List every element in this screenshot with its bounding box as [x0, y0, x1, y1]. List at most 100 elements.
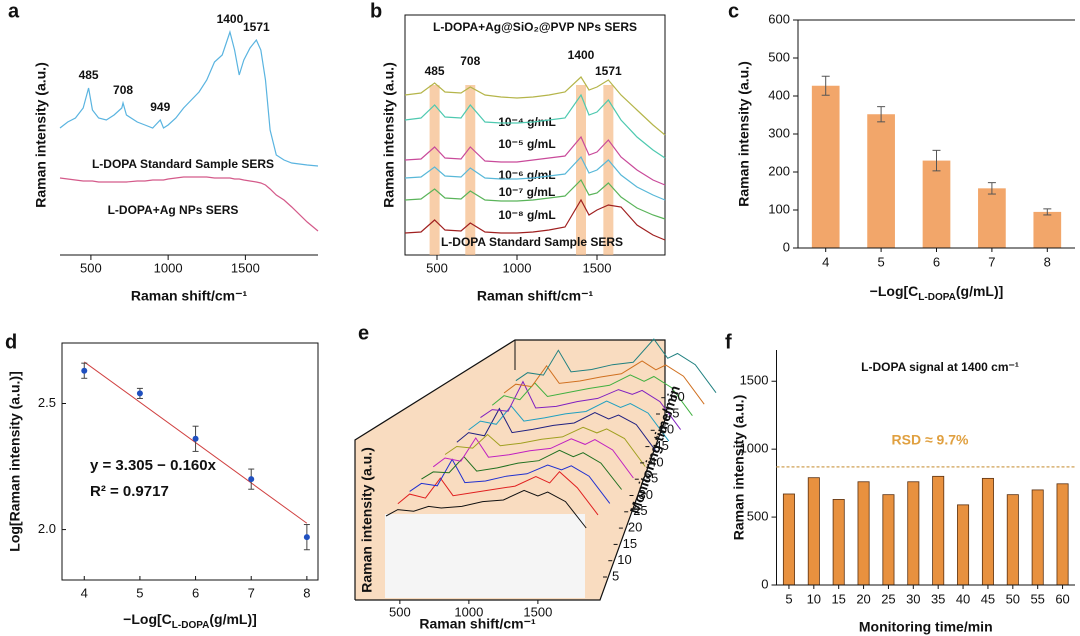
x-tick-label: 8 [303, 585, 310, 600]
x-tick-label: 30 [906, 591, 920, 606]
z-tick-label: 55 [665, 405, 679, 420]
panel-e-background [354, 339, 666, 601]
z-tick-label: 45 [654, 438, 668, 453]
chart-title: L-DOPA+Ag@SiO₂@PVP NPs SERS [433, 20, 637, 34]
y-axis-label: Raman intensity (a.u.) [33, 62, 49, 207]
x-tick-label: 5 [877, 254, 884, 269]
x-tick-label: 50 [1006, 591, 1020, 606]
series-label: 10⁻⁶ g/mL [498, 168, 555, 182]
y-axis-label: Raman intensity (a.u.) [731, 395, 747, 540]
bar [832, 499, 845, 586]
x-tick-label: 20 [856, 591, 870, 606]
spectrum-line [409, 458, 611, 504]
x-tick-label: 55 [1030, 591, 1044, 606]
bar [807, 477, 820, 586]
spectrum-line [59, 176, 319, 232]
data-point [81, 367, 88, 374]
panel-letter: f [725, 331, 732, 353]
peak-label: 708 [460, 54, 480, 68]
x-tick-label: 6 [933, 254, 940, 269]
spectrum-line [385, 489, 587, 529]
y-tick-label: 1500 [740, 373, 769, 388]
y-tick-label: 2.0 [38, 521, 56, 536]
spectrum-line [404, 198, 666, 241]
peak-band [429, 85, 440, 255]
bar [1031, 489, 1044, 586]
peak-label: 1400 [568, 48, 595, 62]
bar [932, 475, 945, 586]
x-tick-label: 1500 [583, 260, 612, 275]
spectrum-line [444, 426, 646, 467]
z-tick-label: 60 [670, 389, 684, 404]
spectrum-line [468, 400, 670, 442]
z-tick-label: 35 [644, 471, 658, 486]
series-label: 10⁻⁵ g/mL [498, 137, 555, 151]
x-tick-label: 1000 [503, 260, 532, 275]
z-tick-label: 40 [649, 454, 663, 469]
x-tick-label: 15 [831, 591, 845, 606]
bar [882, 494, 895, 586]
spectrum-line [491, 374, 693, 416]
x-axis-label-part: L-DOPA [172, 620, 210, 631]
bar [981, 477, 994, 586]
peak-band [576, 85, 586, 255]
series-label: L-DOPA Standard Sample SERS [92, 157, 274, 171]
y-axis-label: Raman intensity (a.u.) [381, 62, 397, 207]
x-tick-label: 10 [807, 591, 821, 606]
series-label: 10⁻⁸ g/mL [498, 208, 555, 222]
x-axis-label-part: −Log[C [870, 283, 919, 299]
x-tick-label: 4 [822, 254, 829, 269]
spectrum-line [503, 360, 705, 405]
z-tick-label: 15 [623, 536, 637, 551]
x-tick-label: 7 [248, 585, 255, 600]
peak-label: 1400 [217, 12, 244, 26]
spectrum-line [404, 93, 666, 159]
x-axis-label: −Log[CL-DOPA(g/mL)] [870, 283, 1004, 303]
z-tick-label: 25 [633, 503, 647, 518]
x-tick-label: 8 [1044, 254, 1051, 269]
x-tick-label: 25 [881, 591, 895, 606]
panel-letter: e [358, 322, 369, 344]
x-tick-label: 500 [426, 260, 448, 275]
x-tick-label: 4 [81, 585, 88, 600]
bar [922, 160, 951, 248]
spectrum-line [397, 470, 599, 516]
peak-band [603, 85, 614, 255]
x-axis-label: −Log[CL-DOPA(g/mL)] [123, 611, 257, 631]
data-point [303, 534, 310, 541]
bar [857, 481, 870, 586]
bar [1006, 494, 1019, 586]
x-tick-label: 7 [988, 254, 995, 269]
bar [1033, 211, 1062, 248]
y-tick-label: 200 [768, 163, 790, 178]
peak-label: 485 [79, 68, 99, 82]
y-tick-label: 300 [768, 125, 790, 140]
panel-letter: b [370, 0, 382, 22]
data-point [248, 476, 255, 483]
panel-letter: a [8, 0, 20, 22]
annotation: R² = 0.9717 [90, 483, 169, 500]
y-tick-label: 600 [768, 11, 790, 26]
series-label: L-DOPA+Ag NPs SERS [108, 203, 239, 217]
y-tick-label: 0 [783, 239, 790, 254]
x-tick-label: 40 [956, 591, 970, 606]
y-tick-label: 2.5 [38, 395, 56, 410]
z-tick-label: 20 [628, 520, 642, 535]
x-tick-label: 1500 [523, 604, 552, 619]
y-tick-label: 100 [768, 201, 790, 216]
x-tick-label: 5 [785, 591, 792, 606]
panel-letter: c [728, 0, 739, 22]
x-axis-label: Raman shift/cm⁻¹ [477, 288, 594, 304]
bar [811, 85, 840, 249]
spectrum-line [404, 135, 666, 186]
spectrum-line [432, 437, 634, 479]
bar [978, 188, 1006, 248]
spectrum-line [59, 29, 319, 167]
x-axis-label: Raman shift/cm⁻¹ [131, 288, 248, 304]
y-tick-label: 500 [768, 49, 790, 64]
chart-title: L-DOPA signal at 1400 cm⁻¹ [861, 360, 1019, 374]
x-tick-label: 500 [389, 604, 411, 619]
z-tick-label: 50 [660, 422, 674, 437]
annotation: RSD ≈ 9.7% [892, 432, 969, 448]
